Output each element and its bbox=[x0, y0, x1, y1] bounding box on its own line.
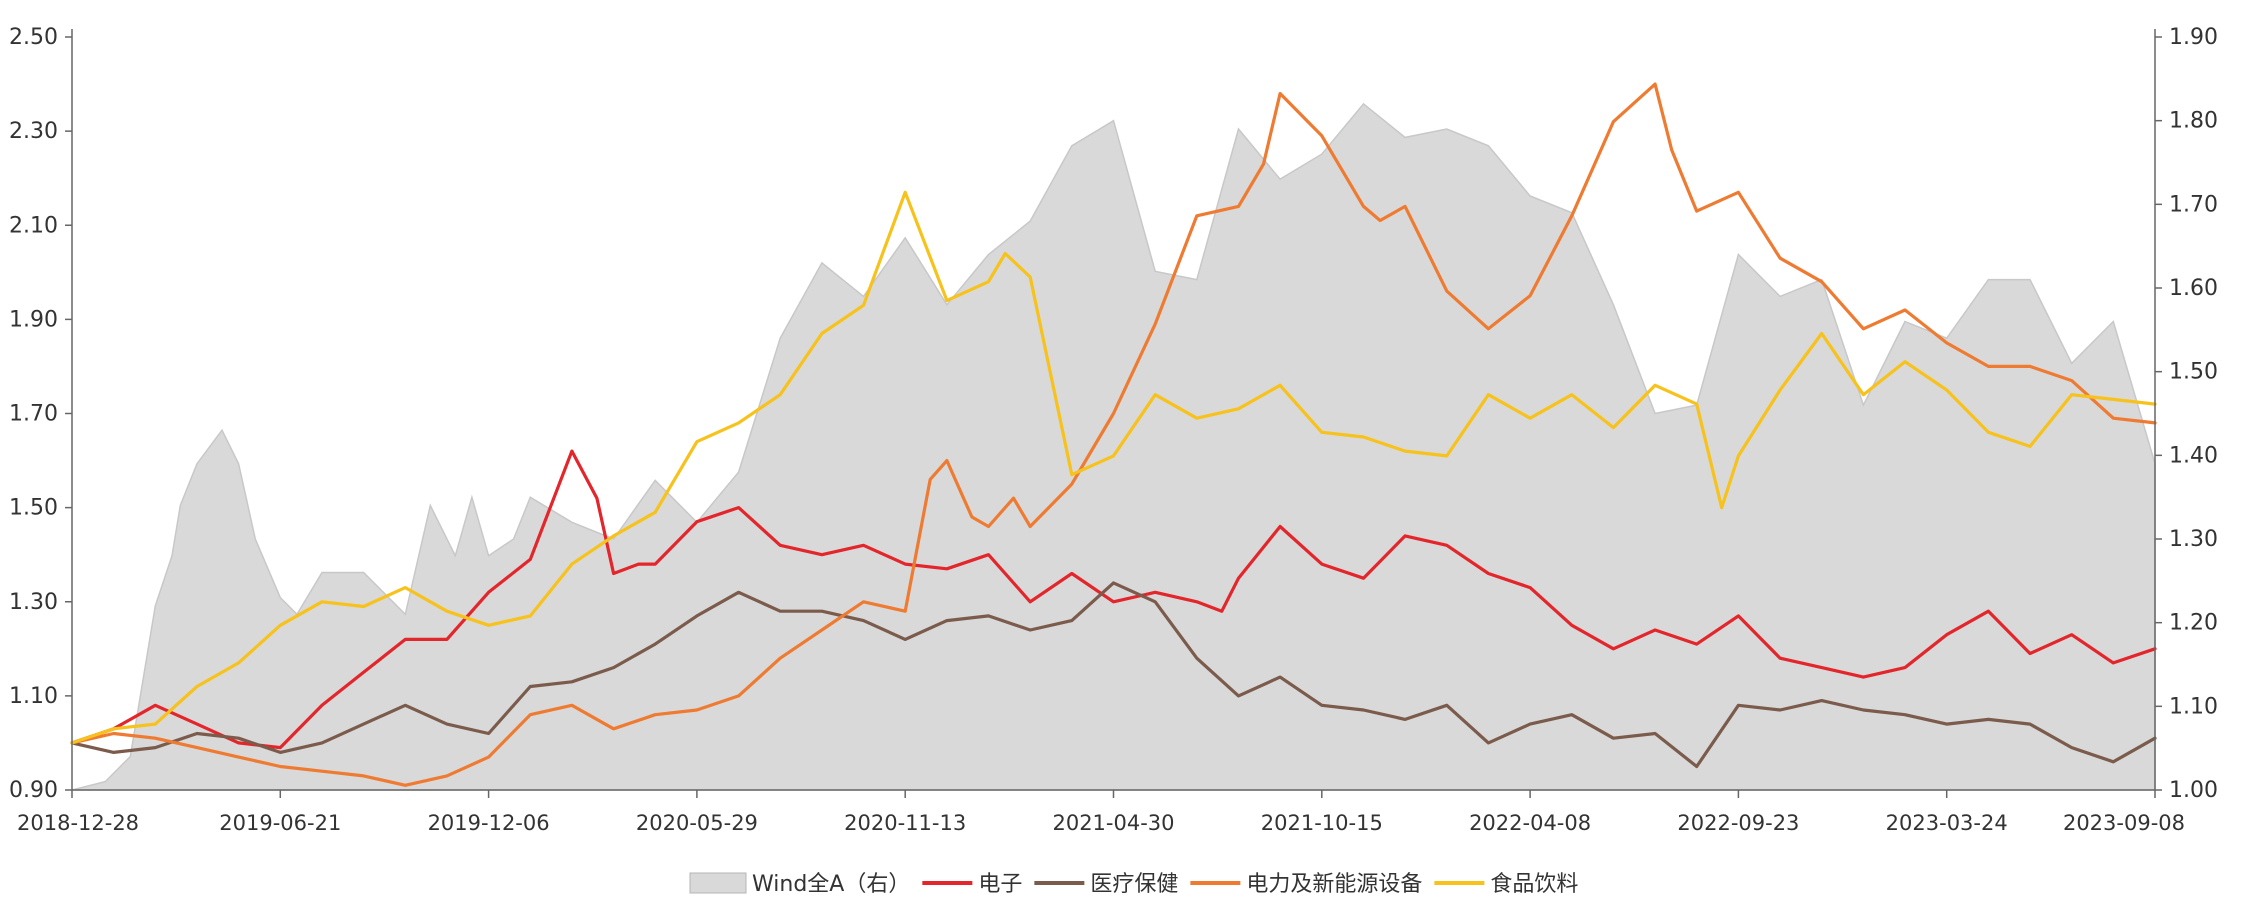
series-line-2 bbox=[70, 581, 2157, 769]
series-line-4 bbox=[70, 190, 2157, 745]
y-left-tick-label: 1.10 bbox=[9, 684, 58, 709]
y-right-tick-label: 1.90 bbox=[2169, 25, 2218, 50]
line-layer bbox=[70, 82, 2157, 787]
y-right-tick-label: 1.60 bbox=[2169, 276, 2218, 301]
y-right-tick-label: 1.10 bbox=[2169, 694, 2218, 719]
legend-label: 医疗保健 bbox=[1090, 872, 1178, 897]
legend-label: 电力及新能源设备 bbox=[1246, 872, 1422, 897]
y-right-tick-label: 1.30 bbox=[2169, 527, 2218, 552]
series-line-3 bbox=[70, 82, 2157, 787]
y-right-tick-label: 1.40 bbox=[2169, 443, 2218, 468]
series-area-0 bbox=[71, 102, 2156, 791]
y-left-tick-label: 1.90 bbox=[9, 307, 58, 332]
y-right-tick-label: 1.50 bbox=[2169, 360, 2218, 385]
legend-item-2: 医疗保健 bbox=[1034, 872, 1178, 897]
x-tick-label: 2019-12-06 bbox=[428, 811, 550, 835]
y-right-tick-label: 1.00 bbox=[2169, 778, 2218, 803]
y-right-tick-label: 1.70 bbox=[2169, 192, 2218, 217]
y-right-tick-label: 1.80 bbox=[2169, 109, 2218, 134]
x-tick-label: 2020-11-13 bbox=[844, 811, 966, 835]
legend-label: Wind全A（右） bbox=[752, 872, 910, 897]
x-tick-label: 2022-09-23 bbox=[1677, 811, 1799, 835]
axis-layer: 0.90 1.10 1.30 1.50 1.70 1.90 2.10 2.30 2.50 1.00… bbox=[9, 25, 2218, 835]
x-tick-label: 2022-04-08 bbox=[1469, 811, 1591, 835]
legend-item-4: 食品饮料 bbox=[1434, 872, 1578, 897]
y-left-tick-label: 2.10 bbox=[9, 213, 58, 238]
legend-swatch bbox=[689, 872, 747, 894]
x-tick-label: 2020-05-29 bbox=[636, 811, 758, 835]
series-line-1 bbox=[70, 449, 2157, 750]
legend-item-1: 电子 bbox=[922, 872, 1022, 897]
legend-item-3: 电力及新能源设备 bbox=[1190, 872, 1422, 897]
legend-label: 食品饮料 bbox=[1490, 872, 1578, 897]
x-tick-label: 2023-09-08 bbox=[2063, 811, 2185, 835]
y-right-tick-label: 1.20 bbox=[2169, 611, 2218, 636]
y-left-tick-label: 2.30 bbox=[9, 119, 58, 144]
x-tick-label: 2023-03-24 bbox=[1886, 811, 2008, 835]
x-tick-label: 2018-12-28 bbox=[17, 811, 139, 835]
area-layer bbox=[71, 102, 2156, 791]
y-left-tick-label: 0.90 bbox=[9, 778, 58, 803]
legend-label: 电子 bbox=[978, 872, 1022, 897]
x-tick-label: 2021-10-15 bbox=[1261, 811, 1383, 835]
y-left-tick-label: 1.30 bbox=[9, 590, 58, 615]
legend: Wind全A（右） 电子 医疗保健 电力及新能源设备 食品饮料 bbox=[689, 872, 1578, 897]
legend-item-0: Wind全A（右） bbox=[689, 872, 910, 897]
x-tick-label: 2021-04-30 bbox=[1052, 811, 1174, 835]
y-left-tick-label: 2.50 bbox=[9, 25, 58, 50]
y-left-tick-label: 1.70 bbox=[9, 402, 58, 427]
x-tick-label: 2019-06-21 bbox=[219, 811, 341, 835]
y-left-tick-label: 1.50 bbox=[9, 496, 58, 521]
